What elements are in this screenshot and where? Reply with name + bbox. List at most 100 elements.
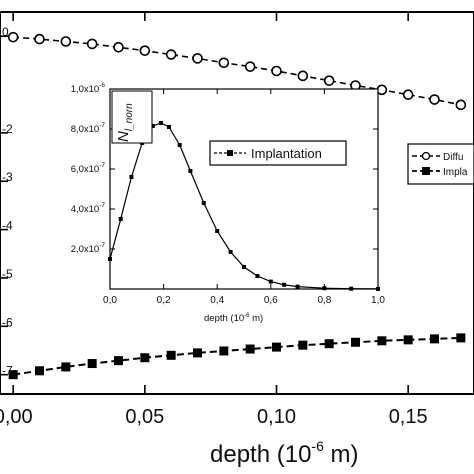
main-x-axis-label: depth (10-6 m)	[210, 438, 359, 468]
inset-implantation-point	[268, 279, 273, 284]
diffusion-point	[113, 41, 124, 53]
inset-x-axis-label-exp: -6	[244, 313, 250, 319]
inset-implantation-point	[177, 143, 182, 147]
inset-y-tick-label: 2,0x10-7	[71, 242, 106, 255]
inset-x-axis-label-base: depth (10	[204, 313, 244, 324]
main-plot-frame	[0, 11, 474, 395]
implantation-point	[324, 339, 334, 349]
main-x-tick-label: 0,00	[0, 406, 33, 428]
diffusion-point	[455, 99, 467, 111]
diffusion-point	[60, 36, 72, 47]
diffusion-point	[376, 84, 388, 96]
legend-open-circle-marker	[421, 151, 431, 161]
inset-legend-entry-implantation: Implantation	[251, 146, 322, 161]
main-x-axis-label-exp: -6	[311, 438, 324, 454]
implantation-point	[456, 333, 466, 343]
implantation-point	[87, 359, 97, 369]
inset-axis-ticks: 0,0 0,2 0,4 0,6 0,8 1,0 2,0x10-7 4,0x10-7 6,0x10…	[71, 82, 386, 306]
diffusion-point	[192, 53, 203, 64]
inset-implantation-point	[166, 125, 171, 129]
inset-y-axis-label-sub: l_norn	[124, 103, 135, 131]
implantation-point	[298, 340, 308, 350]
diffusion-point	[271, 65, 282, 77]
inset-implantation-point	[295, 284, 300, 289]
inset-implantation-point	[282, 282, 287, 287]
legend-entry-implantation: Impla	[443, 167, 468, 178]
implantation-point	[351, 337, 360, 347]
implantation-point	[61, 362, 71, 372]
implantation-point	[114, 356, 123, 366]
diffusion-point	[429, 94, 440, 105]
inset-y-axis-label: Nl_norn	[115, 103, 135, 142]
main-y-tick-label: -7	[2, 364, 13, 378]
inset-background	[110, 89, 378, 289]
inset-legend-square-marker	[227, 150, 233, 156]
main-y-tick-label: 00	[0, 25, 9, 48]
inset-y-label-box	[111, 90, 153, 144]
implantation-point	[8, 370, 18, 380]
diffusion-point	[7, 31, 19, 43]
inset-x-axis-label: depth (10-6 m)	[204, 313, 263, 324]
inset-implantation-point	[228, 250, 233, 254]
main-x-axis-label-tail: m)	[324, 441, 359, 468]
main-series-layer	[7, 31, 467, 380]
main-y-tick-label: -3	[2, 170, 13, 184]
inset-implantation-point	[158, 121, 163, 125]
main-x-tick-label: 0,15	[389, 406, 428, 428]
main-y-tick-label: -5	[2, 267, 13, 281]
main-axis-ticks: 0,00 0,05 0,10 0,15 00 -2 -3 -4 -5 -6 -7	[0, 12, 428, 428]
inset-implantation-point	[201, 201, 206, 205]
implantation-point	[272, 342, 281, 352]
legend-filled-square-marker	[422, 167, 430, 175]
inset-x-tick-label: 0,0	[103, 295, 117, 306]
inset-y-tick-label: 1,0x10-6	[71, 82, 106, 95]
inset-implantation-point	[255, 274, 260, 278]
inset-implantation-point	[242, 265, 246, 269]
inset-x-axis-label-tail: m)	[250, 313, 264, 324]
diffusion-point	[165, 49, 177, 60]
main-x-axis-label-base: depth (10	[210, 441, 311, 468]
inset-implantation-point	[118, 217, 123, 221]
diffusion-point	[34, 33, 45, 45]
inset-y-axis-label-base: N	[115, 131, 132, 142]
diffusion-point	[323, 75, 335, 86]
inset-implantation-point	[188, 169, 193, 173]
main-y-tick-label: -4	[2, 219, 13, 233]
legend-entry-diffusion: Diffu	[443, 152, 463, 163]
diffusion-point	[218, 57, 230, 69]
inset-y-tick-label: 6,0x10-7	[71, 162, 106, 175]
inset-y-tick-label: 4,0x10-7	[71, 202, 106, 215]
implantation-point	[377, 336, 387, 346]
main-y-tick-label: -2	[2, 122, 13, 136]
implantation-point	[245, 344, 255, 354]
implantation-point	[430, 334, 439, 344]
implantation-point	[35, 366, 44, 376]
inset-chart: 0,0 0,2 0,4 0,6 0,8 1,0 2,0x10-7 4,0x10-7 6,0x10…	[71, 82, 386, 324]
diffusion-point	[244, 61, 256, 72]
inset-x-tick-label: 0,8	[317, 295, 331, 306]
inset-y-tick-label: 8,0x10-7	[71, 122, 106, 135]
diffusion-point	[86, 38, 98, 50]
implantation-point	[219, 346, 229, 356]
main-x-tick-label: 0,10	[257, 406, 296, 428]
implantation-point	[193, 348, 202, 358]
inset-x-tick-label: 0,2	[157, 295, 171, 306]
diffusion-point	[139, 45, 151, 56]
main-y-tick-label: -6	[2, 315, 13, 329]
main-legend: Diffu Impla	[407, 143, 474, 185]
inset-x-tick-label: 0,6	[264, 295, 278, 306]
inset-plot-frame	[109, 88, 379, 290]
inset-implantation-point	[129, 175, 134, 179]
inset-x-tick-label: 1,0	[371, 295, 385, 306]
inset-implantation-point	[322, 286, 327, 291]
main-x-tick-label: 0,05	[125, 406, 164, 428]
implantation-point	[403, 335, 413, 345]
implantation-series-line	[13, 336, 461, 376]
inset-implantation-point	[215, 229, 220, 233]
inset-x-tick-label: 0,4	[210, 295, 224, 306]
implantation-point	[140, 353, 150, 363]
inset-implantation-point	[150, 124, 155, 128]
diffusion-point	[297, 70, 309, 82]
diffusion-point	[402, 89, 414, 100]
